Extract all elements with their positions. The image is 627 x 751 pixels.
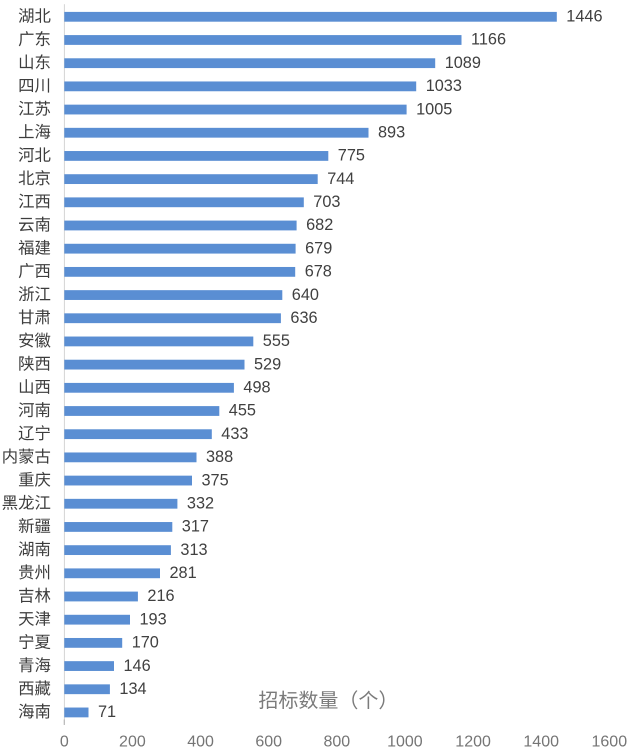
svg-text:529: 529 bbox=[254, 355, 281, 373]
svg-text:0: 0 bbox=[60, 734, 69, 751]
svg-text:71: 71 bbox=[98, 703, 116, 721]
svg-text:317: 317 bbox=[182, 518, 209, 536]
svg-text:375: 375 bbox=[202, 471, 229, 489]
svg-text:1600: 1600 bbox=[592, 734, 627, 751]
svg-text:200: 200 bbox=[119, 734, 146, 751]
svg-text:498: 498 bbox=[243, 379, 270, 397]
svg-text:313: 313 bbox=[180, 541, 207, 559]
svg-text:216: 216 bbox=[147, 587, 174, 605]
svg-text:1446: 1446 bbox=[566, 8, 602, 26]
svg-text:744: 744 bbox=[327, 170, 354, 188]
svg-text:170: 170 bbox=[132, 634, 159, 652]
svg-text:678: 678 bbox=[305, 263, 332, 281]
svg-text:1000: 1000 bbox=[387, 734, 423, 751]
svg-text:775: 775 bbox=[338, 147, 365, 165]
svg-text:640: 640 bbox=[292, 286, 319, 304]
svg-text:800: 800 bbox=[323, 734, 350, 751]
svg-text:600: 600 bbox=[255, 734, 282, 751]
svg-text:455: 455 bbox=[229, 402, 256, 420]
svg-text:1400: 1400 bbox=[523, 734, 559, 751]
svg-text:433: 433 bbox=[221, 425, 248, 443]
svg-text:281: 281 bbox=[170, 564, 197, 582]
svg-text:1166: 1166 bbox=[471, 31, 506, 49]
svg-text:193: 193 bbox=[140, 610, 167, 628]
svg-text:682: 682 bbox=[306, 216, 333, 234]
svg-text:332: 332 bbox=[187, 494, 214, 512]
svg-text:146: 146 bbox=[124, 657, 151, 675]
svg-text:1005: 1005 bbox=[416, 100, 452, 118]
svg-text:679: 679 bbox=[305, 239, 332, 257]
svg-text:388: 388 bbox=[206, 448, 233, 466]
svg-text:400: 400 bbox=[187, 734, 214, 751]
svg-text:636: 636 bbox=[290, 309, 317, 327]
svg-text:1089: 1089 bbox=[445, 54, 481, 72]
svg-text:134: 134 bbox=[119, 680, 146, 698]
svg-text:555: 555 bbox=[263, 332, 290, 350]
svg-text:1200: 1200 bbox=[455, 734, 491, 751]
svg-text:1033: 1033 bbox=[426, 77, 462, 95]
svg-text:893: 893 bbox=[378, 123, 405, 141]
svg-text:703: 703 bbox=[313, 193, 340, 211]
